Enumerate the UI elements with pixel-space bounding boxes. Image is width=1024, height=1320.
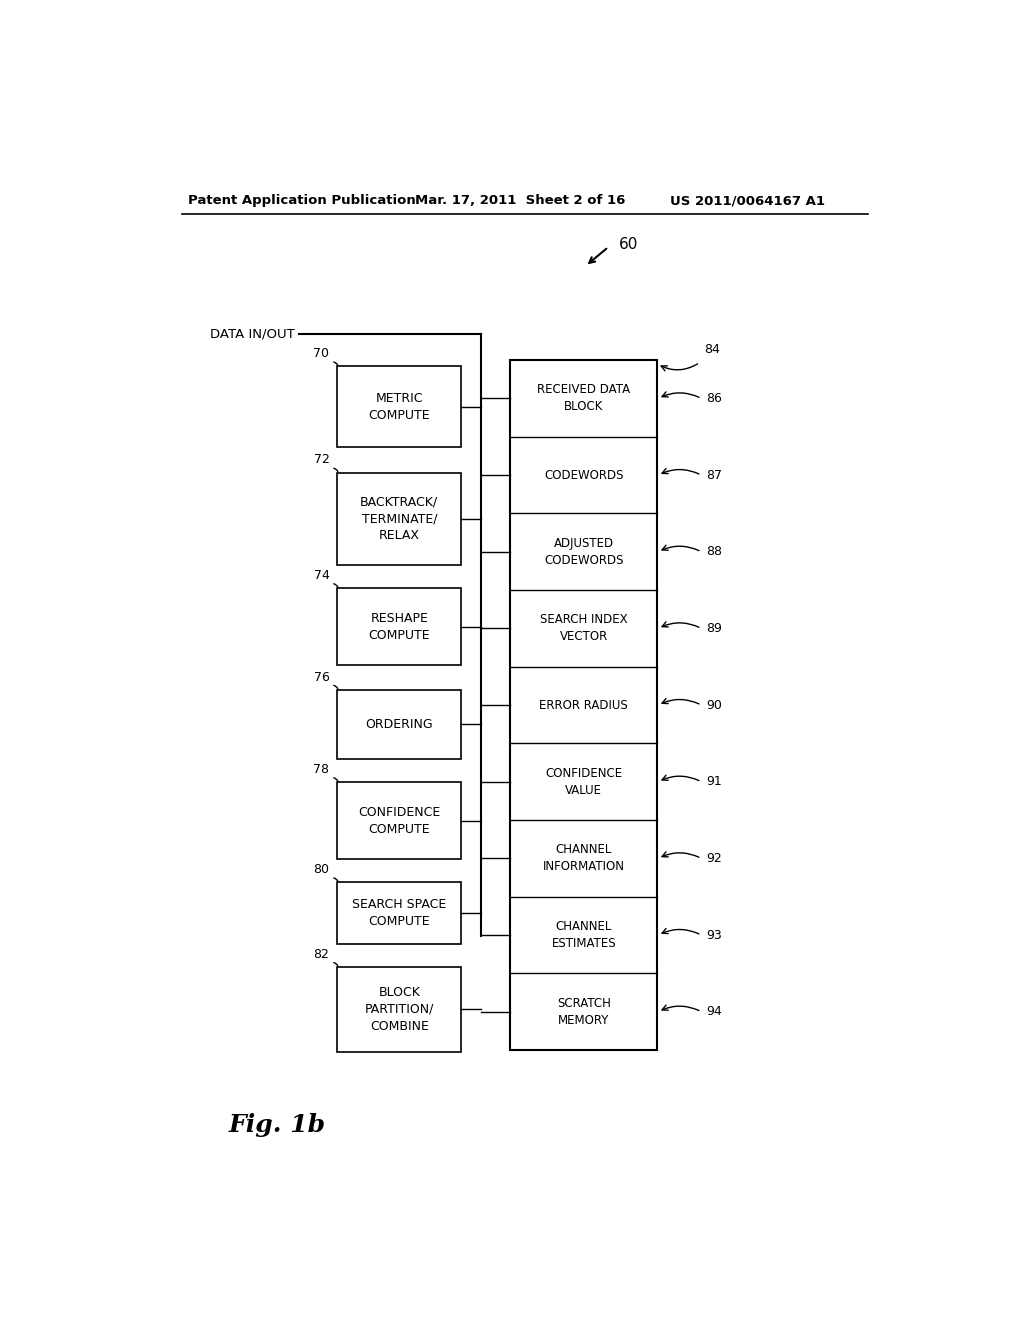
Text: CONFIDENCE
COMPUTE: CONFIDENCE COMPUTE (358, 805, 440, 836)
Text: 88: 88 (707, 545, 722, 558)
Bar (337, 781, 461, 859)
Bar (510, 360, 657, 1051)
Text: CHANNEL
INFORMATION: CHANNEL INFORMATION (543, 843, 625, 874)
Text: 87: 87 (707, 469, 722, 482)
Text: Fig. 1b: Fig. 1b (228, 1113, 326, 1137)
Text: Mar. 17, 2011  Sheet 2 of 16: Mar. 17, 2011 Sheet 2 of 16 (415, 194, 625, 207)
Bar (337, 689, 461, 759)
Text: US 2011/0064167 A1: US 2011/0064167 A1 (671, 194, 825, 207)
Bar (337, 473, 461, 565)
Text: 94: 94 (707, 1006, 722, 1018)
Text: 72: 72 (313, 453, 330, 466)
Text: CHANNEL
ESTIMATES: CHANNEL ESTIMATES (551, 920, 616, 950)
Bar (337, 966, 461, 1052)
Text: 84: 84 (703, 343, 720, 356)
Text: 93: 93 (707, 928, 722, 941)
Text: ERROR RADIUS: ERROR RADIUS (540, 698, 628, 711)
Text: 82: 82 (313, 948, 330, 961)
Bar (337, 882, 461, 944)
Text: RESHAPE
COMPUTE: RESHAPE COMPUTE (369, 611, 430, 642)
Bar (337, 589, 461, 665)
Text: BLOCK
PARTITION/
COMBINE: BLOCK PARTITION/ COMBINE (365, 986, 434, 1032)
Text: 78: 78 (313, 763, 330, 776)
Text: 90: 90 (707, 698, 722, 711)
Text: DATA IN/OUT: DATA IN/OUT (210, 327, 295, 341)
Text: ORDERING: ORDERING (366, 718, 433, 731)
Text: RECEIVED DATA
BLOCK: RECEIVED DATA BLOCK (538, 384, 630, 413)
Text: Patent Application Publication: Patent Application Publication (188, 194, 416, 207)
Text: SEARCH INDEX
VECTOR: SEARCH INDEX VECTOR (540, 614, 628, 643)
Text: 91: 91 (707, 775, 722, 788)
Text: 70: 70 (313, 347, 330, 360)
Text: ADJUSTED
CODEWORDS: ADJUSTED CODEWORDS (544, 537, 624, 566)
Text: METRIC
COMPUTE: METRIC COMPUTE (369, 392, 430, 421)
Text: BACKTRACK/
TERMINATE/
RELAX: BACKTRACK/ TERMINATE/ RELAX (360, 495, 438, 543)
Bar (337, 367, 461, 447)
Text: 76: 76 (313, 671, 330, 684)
Text: 60: 60 (618, 238, 638, 252)
Text: 89: 89 (707, 622, 722, 635)
Text: 86: 86 (707, 392, 722, 405)
Text: CODEWORDS: CODEWORDS (544, 469, 624, 482)
Text: 92: 92 (707, 851, 722, 865)
Text: SCRATCH
MEMORY: SCRATCH MEMORY (557, 997, 610, 1027)
Text: 80: 80 (313, 863, 330, 876)
Text: SEARCH SPACE
COMPUTE: SEARCH SPACE COMPUTE (352, 898, 446, 928)
Text: 74: 74 (313, 569, 330, 582)
Text: CONFIDENCE
VALUE: CONFIDENCE VALUE (545, 767, 623, 797)
